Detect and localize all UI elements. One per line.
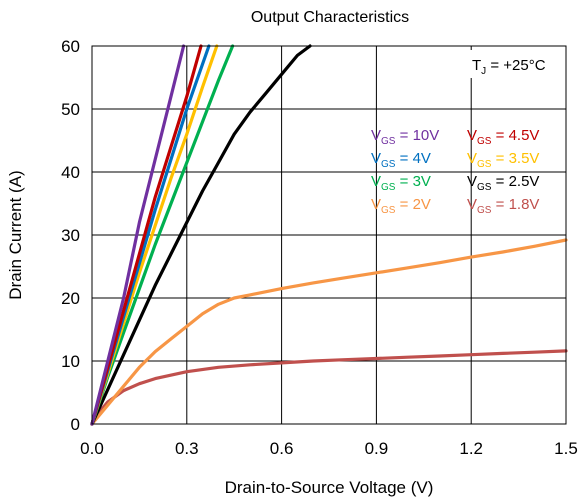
legend-entry-vgs-2_5V: VGS = 2.5V <box>467 173 539 193</box>
x-tick-label: 0.9 <box>365 439 389 458</box>
y-tick-label: 20 <box>61 289 80 308</box>
series-line-vgs-10V <box>90 44 186 426</box>
grid-lines <box>92 46 566 424</box>
annotation-sub: J <box>481 66 486 77</box>
legend-entry-vgs-4V: VGS = 4V <box>371 150 431 170</box>
junction-temperature-annotation: TJ = +25°C <box>472 57 546 77</box>
x-tick-labels: 0.0 0.3 0.6 0.9 1.2 1.5 <box>80 439 578 458</box>
legend-entry-vgs-3_5V: VGS = 3.5V <box>467 150 539 170</box>
x-tick-label: 0.3 <box>175 439 199 458</box>
series-line-vgs-4_5V <box>90 44 203 426</box>
plot-border <box>91 45 567 425</box>
y-tick-label: 0 <box>71 415 80 434</box>
legend-entry-vgs-2V: VGS = 2V <box>371 196 431 216</box>
x-tick-label: 1.5 <box>554 439 578 458</box>
series-line-vgs-2_5V <box>90 44 312 426</box>
y-tick-label: 60 <box>61 37 80 56</box>
series-line-vgs-3V <box>90 44 235 426</box>
y-tick-label: 30 <box>61 226 80 245</box>
y-tick-label: 10 <box>61 352 80 371</box>
annotation-main: T <box>472 57 481 74</box>
y-axis-label: Drain Current (A) <box>6 170 25 299</box>
series-line-vgs-2V <box>90 238 568 426</box>
y-tick-label: 50 <box>61 100 80 119</box>
legend-entry-vgs-1_8V: VGS = 1.8V <box>467 196 539 216</box>
y-tick-labels: 0 10 20 30 40 50 60 <box>61 37 80 434</box>
legend: VGS = 10V VGS = 4.5V VGS = 4V VGS = 3.5V VGS… <box>371 127 539 216</box>
x-tick-label: 1.2 <box>459 439 483 458</box>
series-line-vgs-1_8V <box>90 349 568 426</box>
series-lines <box>90 44 568 426</box>
annotation-box <box>468 50 562 78</box>
x-axis-label: Drain-to-Source Voltage (V) <box>225 478 434 497</box>
legend-entry-vgs-10V: VGS = 10V <box>371 127 439 147</box>
legend-entry-vgs-4_5V: VGS = 4.5V <box>467 127 539 147</box>
x-tick-label: 0.0 <box>80 439 104 458</box>
y-tick-label: 40 <box>61 163 80 182</box>
x-tick-label: 0.6 <box>270 439 294 458</box>
chart-title: Output Characteristics <box>251 9 409 26</box>
legend-entry-vgs-3V: VGS = 3V <box>371 173 431 193</box>
annotation-rest: = +25°C <box>486 57 546 74</box>
